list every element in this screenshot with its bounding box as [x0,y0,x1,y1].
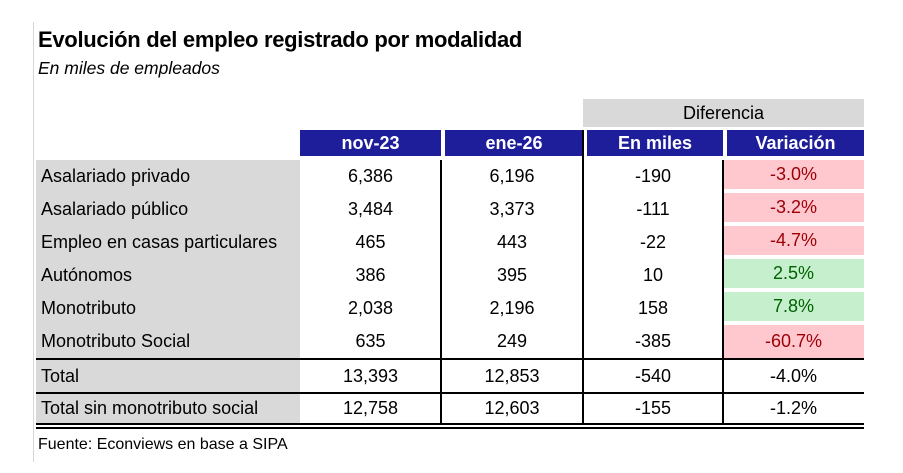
cell-en-miles: -190 [634,166,672,186]
table-bottom-double-border [36,423,864,429]
cell-variacion: -1.2% [769,398,818,418]
figure-left-edge-line [33,22,34,462]
total-separator-line [36,358,864,360]
col-header-en-miles: En miles [583,130,723,156]
cell-nov23: 386 [355,265,386,285]
col-header-ene26: ene-26 [441,130,583,156]
cell-ene26: 249 [496,331,528,351]
table-row-monotributo-social: Monotributo Social 635 249 -385 -60.7% [36,325,864,358]
cell-ene26: 3,373 [489,199,535,219]
cell-ene26: 2,196 [489,298,535,318]
cell-variacion: -3.0% [723,160,864,193]
table-row-asalariado-privado: Asalariado privado 6,386 6,196 -190 -3.0… [36,160,864,193]
table-row-monotributo: Monotributo 2,038 2,196 158 7.8% [36,292,864,325]
cell-ene26: 12,603 [484,398,540,418]
cell-variacion: -3.2% [723,193,864,226]
cell-en-miles: 158 [637,298,669,318]
chart-subtitle: En miles de empleados [38,58,220,78]
table-row-autonomos: Autónomos 386 395 10 2.5% [36,259,864,292]
table-row-casas-particulares: Empleo en casas particulares 465 443 -22… [36,226,864,259]
row-label: Monotributo [36,292,300,325]
chart-title: Evolución del empleo registrado por moda… [38,27,523,52]
cell-ene26: 12,853 [484,366,540,386]
cell-en-miles: -385 [634,331,672,351]
cell-variacion: 2.5% [723,259,864,292]
column-divider-enmiles-variacion [722,160,724,423]
cell-en-miles: -540 [634,366,672,386]
cell-variacion: -60.7% [723,325,864,358]
col-header-variacion: Variación [723,130,864,156]
column-divider-nov23-ene26 [440,160,442,423]
table-row-asalariado-publico: Asalariado público 3,484 3,373 -111 -3.2… [36,193,864,226]
cell-ene26: 443 [496,232,528,252]
row-label: Total [36,360,300,392]
cell-nov23: 2,038 [347,298,394,318]
row-label: Monotributo Social [36,325,300,358]
cell-nov23: 6,386 [347,166,394,186]
total-sin-separator-line [36,392,864,394]
cell-nov23: 3,484 [347,199,394,219]
cell-nov23: 465 [355,232,386,252]
row-label: Total sin monotributo social [36,394,300,423]
cell-variacion: -4.7% [723,226,864,259]
cell-nov23: 635 [355,331,386,351]
cell-en-miles: 10 [642,265,664,285]
cell-ene26: 395 [496,265,528,285]
cell-en-miles: -22 [639,232,666,252]
employment-table: Diferencia nov-23 ene-26 En miles Variac… [36,99,864,429]
cell-en-miles: -155 [634,398,672,418]
cell-en-miles: -111 [636,199,670,219]
diferencia-group-header: Diferencia [583,99,864,127]
column-header-row: nov-23 ene-26 En miles Variación [36,130,864,160]
cell-variacion: 7.8% [723,292,864,325]
column-divider-ene26-enmiles [582,130,584,423]
cell-variacion: -4.0% [769,366,818,386]
row-label: Asalariado privado [36,160,300,193]
table-row-total: Total 13,393 12,853 -540 -4.0% [36,360,864,392]
table-row-total-sin-monotributo: Total sin monotributo social 12,758 12,6… [36,394,864,423]
row-label: Asalariado público [36,193,300,226]
row-label: Empleo en casas particulares [36,226,300,259]
col-header-nov23: nov-23 [300,130,441,156]
cell-ene26: 6,196 [489,166,535,186]
cell-nov23: 12,758 [342,398,399,418]
cell-nov23: 13,393 [342,366,399,386]
group-header-row: Diferencia [36,99,864,130]
source-note: Fuente: Econviews en base a SIPA [38,436,288,453]
header-spacer [36,130,300,160]
row-label: Autónomos [36,259,300,292]
